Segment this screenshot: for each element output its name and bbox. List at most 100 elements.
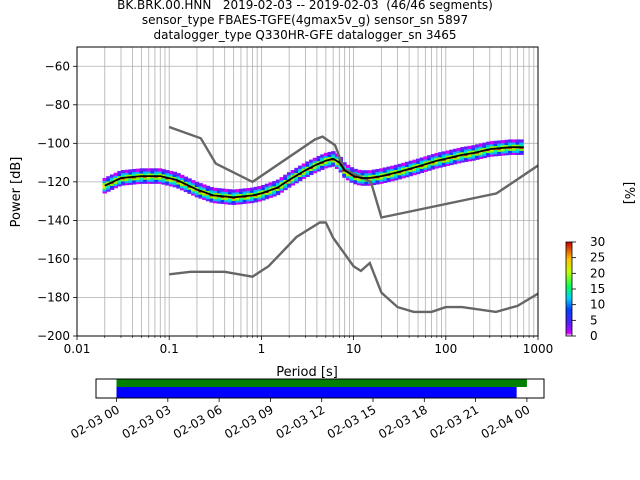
density-cell <box>202 194 207 198</box>
density-cell <box>497 148 502 152</box>
density-cell <box>390 169 395 174</box>
density-cell <box>180 178 185 183</box>
density-cell <box>106 180 111 184</box>
density-cell <box>445 150 450 154</box>
density-cell <box>404 172 410 176</box>
density-cell <box>331 155 336 159</box>
density-cell <box>489 153 495 157</box>
density-cell <box>109 178 115 182</box>
density-cell <box>449 149 454 153</box>
density-cell <box>397 172 402 176</box>
density-cell <box>146 178 152 182</box>
density-cell <box>102 180 107 184</box>
segments-processed-bar <box>116 387 517 398</box>
density-cell <box>301 165 307 169</box>
density-cell <box>452 150 458 155</box>
density-cell <box>275 181 281 185</box>
density-cell <box>386 166 391 170</box>
density-cell <box>161 177 166 181</box>
density-cell <box>264 193 270 198</box>
density-cell <box>250 187 255 191</box>
density-cell <box>427 165 432 169</box>
density-cell <box>109 174 115 178</box>
density-cell <box>286 182 292 186</box>
density-cell <box>128 171 133 175</box>
density-cell <box>441 151 447 155</box>
density-cell <box>301 163 307 167</box>
y-tick-label: −140 <box>37 213 70 227</box>
density-cell <box>279 179 284 183</box>
density-cell <box>187 182 192 186</box>
density-cell <box>198 191 203 195</box>
density-cell <box>475 154 480 158</box>
density-cell <box>135 172 141 176</box>
density-cell <box>419 167 425 171</box>
density-cell <box>349 167 355 171</box>
density-cell <box>172 179 178 184</box>
density-cell <box>368 170 373 174</box>
density-cell <box>220 188 225 192</box>
density-cell <box>286 172 292 176</box>
density-cell <box>412 163 417 167</box>
density-cell <box>120 178 126 182</box>
density-cell <box>342 174 347 178</box>
density-cell <box>213 191 218 196</box>
density-cell <box>434 152 439 157</box>
y-tick-label: −80 <box>45 98 70 112</box>
x-tick-label: 1 <box>258 342 266 356</box>
density-cell <box>404 161 410 165</box>
density-cell <box>486 143 491 147</box>
density-cell <box>379 170 384 174</box>
density-cell <box>102 188 107 192</box>
density-cell <box>168 172 174 177</box>
density-cell <box>504 141 509 146</box>
density-cell <box>393 168 399 173</box>
density-cell <box>257 194 262 198</box>
density-cell <box>489 145 495 149</box>
density-cell <box>250 189 255 193</box>
density-cell <box>261 193 266 197</box>
density-cell <box>327 160 332 164</box>
density-cell <box>224 192 229 197</box>
density-cell <box>239 196 244 201</box>
density-cell <box>216 188 222 192</box>
density-cell <box>438 162 443 166</box>
density-cell <box>150 178 155 182</box>
density-cell <box>419 169 425 174</box>
density-cell <box>320 164 325 168</box>
density-cell <box>438 160 443 164</box>
density-cell <box>357 178 362 182</box>
density-cell <box>231 199 237 203</box>
density-cell <box>331 161 336 165</box>
density-cell <box>312 161 318 166</box>
x-tick-label: 1000 <box>523 342 554 356</box>
density-cell <box>320 154 325 158</box>
density-cell <box>172 184 178 188</box>
density-cell <box>272 185 277 189</box>
density-cell <box>478 155 484 159</box>
colorbar-label: [%] <box>621 182 636 205</box>
density-cell <box>323 163 329 167</box>
density-cell <box>478 145 484 149</box>
density-cell <box>194 183 200 188</box>
density-cell <box>261 197 266 201</box>
density-cell <box>298 177 303 182</box>
y-tick-label: −200 <box>37 329 70 343</box>
density-cell <box>216 192 222 196</box>
density-cell <box>401 162 406 167</box>
density-cell <box>475 144 480 148</box>
density-cell <box>368 174 373 178</box>
density-cell <box>187 188 192 192</box>
density-cell <box>283 184 288 189</box>
density-cell <box>191 190 196 194</box>
density-cell <box>382 179 388 183</box>
density-cell <box>242 190 248 194</box>
density-cell <box>286 180 292 184</box>
density-cell <box>401 173 406 177</box>
density-cell <box>172 171 178 175</box>
density-cell <box>191 182 196 186</box>
density-cell <box>511 139 517 143</box>
density-cell <box>504 139 509 143</box>
density-cell <box>316 160 321 164</box>
density-cell <box>109 186 115 190</box>
